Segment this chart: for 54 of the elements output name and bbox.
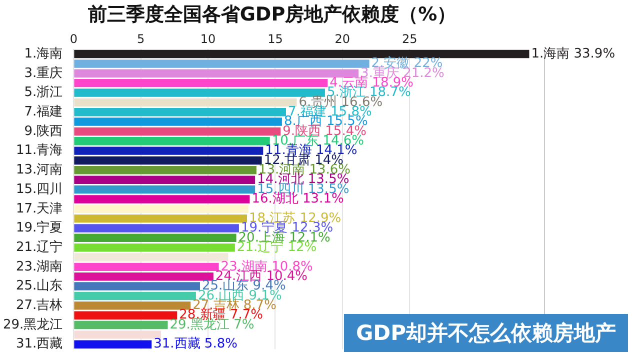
bar [74, 282, 200, 290]
bar [74, 234, 236, 242]
y-tick-label: 21.辽宁 [16, 238, 63, 255]
bar [74, 262, 219, 272]
y-tick-label: 15.四川 [16, 182, 63, 197]
y-tick-label: 1.海南 [24, 46, 63, 62]
bar [74, 320, 168, 330]
y-tick-label: 3.重庆 [24, 66, 63, 81]
bar [74, 108, 286, 116]
chart-title: 前三季度全国各省GDP房地产依赖度（%） [86, 3, 456, 26]
bar [74, 330, 162, 339]
bar [74, 146, 264, 155]
y-tick-label: 13.河南 [16, 162, 63, 178]
data-label: 31.西藏 5.8% [154, 336, 238, 352]
x-tick-label: 15 [268, 32, 283, 46]
y-tick-label: 5.浙江 [24, 85, 63, 100]
bar [74, 60, 370, 68]
bar [74, 156, 262, 165]
bar [74, 118, 282, 126]
bar [74, 127, 281, 136]
x-tick-label: 20 [334, 32, 350, 46]
y-tick-label: 11.青海 [16, 143, 63, 158]
bar [74, 98, 297, 107]
bar [74, 204, 248, 213]
bar [74, 302, 191, 310]
bar [74, 166, 256, 174]
bar [74, 292, 196, 300]
x-tick-label: 25 [402, 32, 418, 46]
bar [74, 340, 152, 348]
bar [74, 311, 178, 320]
y-tick-label: 17.天津 [16, 201, 63, 216]
bar [74, 224, 239, 232]
data-label: 1.海南 33.9% [531, 46, 616, 62]
bar [74, 185, 256, 194]
y-tick-label: 27.吉林 [16, 298, 63, 314]
y-tick-label: 25.山东 [16, 278, 63, 294]
bar [74, 243, 235, 252]
bar [74, 78, 328, 88]
y-tick-label: 29.黑龙江 [2, 317, 63, 332]
y-tick-label: 31.西藏 [16, 336, 63, 352]
bar [74, 88, 325, 97]
y-tick-label: 19.宁夏 [16, 220, 63, 236]
y-tick-label: 7.福建 [24, 104, 63, 120]
bar [74, 176, 256, 184]
bar [74, 214, 248, 223]
bar [74, 272, 214, 281]
y-tick-label: 23.湖南 [16, 259, 63, 274]
x-tick-label: 10 [200, 32, 216, 46]
x-tick-label: 5 [137, 32, 145, 46]
y-tick-label: 9.陕西 [24, 124, 63, 139]
annotation: GDP却并不怎么依赖房地产 [344, 314, 628, 352]
bar [74, 195, 250, 204]
x-tick-label: 0 [70, 32, 78, 46]
bar [74, 137, 270, 146]
